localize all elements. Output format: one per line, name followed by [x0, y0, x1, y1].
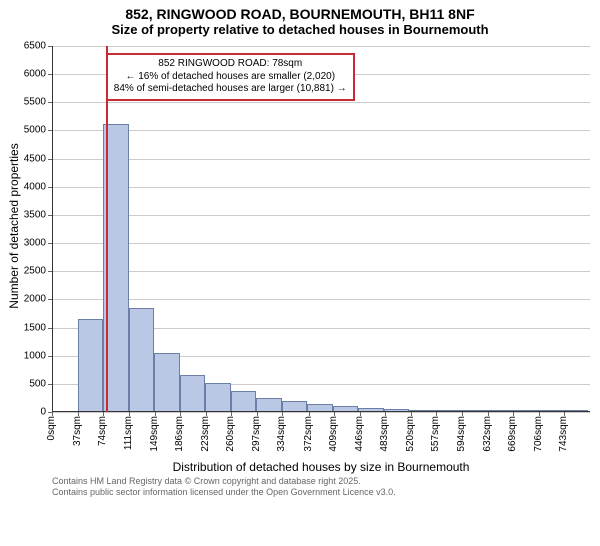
y-gridline: [52, 271, 590, 272]
y-tick-label: 4000: [24, 181, 46, 192]
histogram-bar: [256, 398, 282, 412]
x-tick-label: 111sqm: [123, 416, 134, 450]
y-gridline: [52, 102, 590, 103]
histogram-bar: [205, 383, 231, 412]
x-tick-label: 594sqm: [456, 416, 467, 452]
x-tick-label: 557sqm: [430, 416, 441, 452]
footnote: Contains HM Land Registry data © Crown c…: [52, 476, 590, 498]
histogram-bar: [78, 319, 104, 412]
y-gridline: [52, 243, 590, 244]
histogram-bar: [129, 308, 155, 412]
x-tick-label: 260sqm: [225, 416, 236, 452]
y-gridline: [52, 412, 590, 413]
x-tick-label: 186sqm: [174, 416, 185, 452]
title-main: 852, RINGWOOD ROAD, BOURNEMOUTH, BH11 8N…: [0, 0, 600, 22]
annotation-line1: 852 RINGWOOD ROAD: 78sqm: [114, 58, 347, 71]
x-tick-label: 520sqm: [405, 416, 416, 452]
x-axis-line: [52, 411, 590, 412]
y-tick-label: 2000: [24, 294, 46, 305]
histogram-bar: [180, 375, 206, 412]
y-gridline: [52, 299, 590, 300]
x-tick-label: 37sqm: [72, 416, 83, 446]
y-tick-label: 2500: [24, 266, 46, 277]
y-tick-label: 5000: [24, 125, 46, 136]
histogram-bar: [154, 353, 180, 412]
annotation-line2: ← 16% of detached houses are smaller (2,…: [114, 71, 347, 84]
histogram-plot-area: 0500100015002000250030003500400045005000…: [52, 46, 590, 412]
y-axis-line: [52, 46, 53, 412]
x-tick-label: 297sqm: [251, 416, 262, 452]
x-tick-label: 372sqm: [303, 416, 314, 452]
y-tick-label: 5500: [24, 97, 46, 108]
annotation-box: 852 RINGWOOD ROAD: 78sqm← 16% of detache…: [106, 53, 355, 101]
y-tick-label: 1500: [24, 322, 46, 333]
x-tick-label: 706sqm: [533, 416, 544, 452]
x-tick-label: 0sqm: [46, 416, 57, 440]
y-gridline: [52, 130, 590, 131]
y-tick-label: 3500: [24, 209, 46, 220]
x-tick-label: 446sqm: [354, 416, 365, 452]
x-tick-label: 334sqm: [276, 416, 287, 452]
x-tick-label: 743sqm: [558, 416, 569, 452]
x-tick-label: 149sqm: [149, 416, 160, 452]
subject-marker-line: [106, 46, 108, 412]
y-gridline: [52, 187, 590, 188]
x-tick-label: 223sqm: [200, 416, 211, 452]
x-tick-label: 632sqm: [482, 416, 493, 452]
x-tick-label: 409sqm: [328, 416, 339, 452]
y-tick-label: 4500: [24, 153, 46, 164]
title-sub: Size of property relative to detached ho…: [0, 22, 600, 41]
y-tick-label: 3000: [24, 238, 46, 249]
y-tick-label: 1000: [24, 350, 46, 361]
footnote-line1: Contains HM Land Registry data © Crown c…: [52, 476, 590, 487]
y-gridline: [52, 159, 590, 160]
y-tick-label: 6500: [24, 41, 46, 52]
histogram-bar: [231, 391, 257, 412]
y-tick-label: 500: [29, 378, 46, 389]
footnote-line2: Contains public sector information licen…: [52, 487, 590, 498]
x-axis-label: Distribution of detached houses by size …: [52, 460, 590, 474]
y-gridline: [52, 46, 590, 47]
x-tick-label: 669sqm: [507, 416, 518, 452]
x-tick-label: 74sqm: [97, 416, 108, 446]
y-gridline: [52, 215, 590, 216]
y-axis-label: Number of detached properties: [7, 143, 21, 308]
annotation-line3: 84% of semi-detached houses are larger (…: [114, 83, 347, 96]
x-tick-label: 483sqm: [379, 416, 390, 452]
y-tick-label: 6000: [24, 69, 46, 80]
